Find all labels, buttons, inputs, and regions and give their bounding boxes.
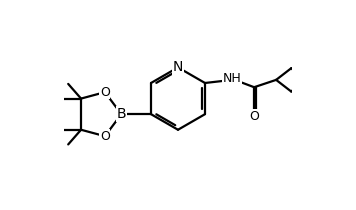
Text: NH: NH — [223, 72, 241, 85]
Text: B: B — [116, 107, 126, 121]
Text: O: O — [249, 110, 259, 123]
Text: O: O — [100, 130, 110, 143]
Text: N: N — [173, 60, 183, 74]
Text: O: O — [100, 86, 110, 99]
